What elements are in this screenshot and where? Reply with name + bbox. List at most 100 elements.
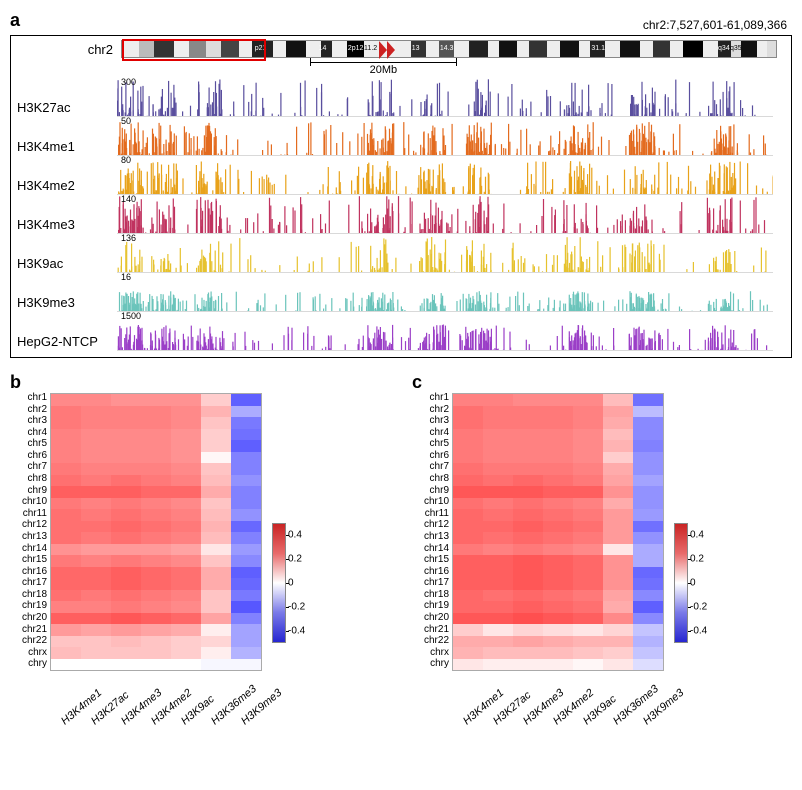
heatmap-cell	[603, 647, 633, 659]
track-row: H3K9me316	[17, 274, 785, 312]
heatmap-cell	[483, 624, 513, 636]
heatmap-cell	[111, 544, 141, 556]
heatmap-cell	[201, 647, 231, 659]
heatmap-cell	[633, 440, 663, 452]
heatmap-cell	[81, 636, 111, 648]
heatmap-cell	[51, 475, 81, 487]
heatmap-cell	[81, 509, 111, 521]
heatmap-cell	[81, 440, 111, 452]
heatmap-row-label: chr8	[412, 474, 449, 486]
heatmap-cell	[513, 601, 543, 613]
heatmap-cell	[453, 463, 483, 475]
heatmap-cell	[231, 659, 261, 671]
heatmap-col-label: H3K4me1	[59, 699, 90, 727]
panel-c-label: c	[412, 372, 792, 393]
heatmap-cell	[81, 417, 111, 429]
heatmap-cell	[141, 463, 171, 475]
ideogram-row: chr2 p21142p1211.21314.331.1q34q35	[17, 40, 785, 58]
panel-c: c chr1chr2chr3chr4chr5chr6chr7chr8chr9ch…	[412, 372, 792, 711]
scalebar: 20Mb	[121, 60, 785, 78]
heatmap-cell	[171, 486, 201, 498]
panel-b-label: b	[10, 372, 390, 393]
ideogram-band	[469, 41, 488, 57]
heatmap-cell	[453, 452, 483, 464]
heatmap-cell	[201, 567, 231, 579]
heatmap-cell	[51, 578, 81, 590]
track-ymax: 300	[121, 77, 136, 87]
heatmap-cell	[51, 498, 81, 510]
heatmap-cell	[453, 567, 483, 579]
track-ymax: 80	[121, 155, 131, 165]
heatmap-cell	[51, 555, 81, 567]
heatmap-cell	[633, 463, 663, 475]
heatmap-row-label: chr15	[10, 555, 47, 567]
heatmap-cell	[633, 659, 663, 671]
heatmap-cell	[603, 498, 633, 510]
heatmap-cell	[201, 636, 231, 648]
track-svg	[117, 79, 773, 117]
heatmap-cell	[453, 521, 483, 533]
heatmap-cell	[141, 659, 171, 671]
heatmap-cell	[633, 532, 663, 544]
heatmap-cell	[453, 486, 483, 498]
heatmap-cell	[201, 590, 231, 602]
heatmap-cell	[81, 647, 111, 659]
heatmap-cell	[573, 590, 603, 602]
heatmap-cell	[513, 440, 543, 452]
heatmap-cell	[543, 555, 573, 567]
ideogram-band	[579, 41, 590, 57]
heatmap-cell	[513, 532, 543, 544]
heatmap-cell	[453, 601, 483, 613]
heatmap-cell	[543, 567, 573, 579]
heatmap-cell	[81, 394, 111, 406]
heatmap-cell	[201, 429, 231, 441]
ideogram-band	[731, 41, 742, 57]
heatmap-cell	[81, 429, 111, 441]
ideogram-band	[321, 41, 332, 57]
heatmap-cell	[573, 406, 603, 418]
heatmap-cell	[513, 486, 543, 498]
heatmap-cell	[603, 509, 633, 521]
heatmap-row-label: chr22	[10, 636, 47, 648]
heatmap-cell	[573, 486, 603, 498]
track-row: H3K4me280	[17, 157, 785, 195]
heatmap-cell	[513, 394, 543, 406]
heatmap-cell	[633, 521, 663, 533]
heatmap-cell	[231, 555, 261, 567]
heatmap-cell	[81, 475, 111, 487]
heatmap-cell	[483, 521, 513, 533]
heatmap-cell	[111, 613, 141, 625]
heatmap-cell	[141, 452, 171, 464]
heatmap-cell	[171, 613, 201, 625]
ideogram-band	[306, 41, 321, 57]
track-svg	[117, 313, 773, 351]
heatmap-row-label: chr13	[412, 532, 449, 544]
heatmap-cell	[633, 406, 663, 418]
heatmap-cell	[111, 601, 141, 613]
heatmap-cell	[171, 578, 201, 590]
colorbar-gradient	[674, 523, 688, 643]
heatmap-cell	[81, 590, 111, 602]
heatmap-cell	[201, 613, 231, 625]
heatmap-b-collabels: H3K4me1H3K27acH3K4me3H3K4me2H3K9acH3K36m…	[52, 671, 390, 711]
heatmap-cell	[573, 394, 603, 406]
heatmap-cell	[171, 532, 201, 544]
heatmap-cell	[51, 440, 81, 452]
heatmap-cell	[171, 429, 201, 441]
tracks: H3K27ac300H3K4me150H3K4me280H3K4me3140H3…	[17, 79, 785, 351]
heatmap-cell	[231, 532, 261, 544]
heatmap-cell	[453, 647, 483, 659]
heatmap-cell	[141, 509, 171, 521]
heatmap-cell	[111, 636, 141, 648]
heatmap-cell	[111, 440, 141, 452]
heatmap-cell	[171, 601, 201, 613]
ideogram-band	[767, 41, 776, 57]
heatmap-cell	[513, 590, 543, 602]
heatmap-cell	[231, 406, 261, 418]
heatmap-cell	[111, 498, 141, 510]
heatmap-cell	[81, 544, 111, 556]
heatmap-cell	[111, 452, 141, 464]
heatmap-cell	[171, 521, 201, 533]
heatmap-cell	[141, 417, 171, 429]
heatmap-cell	[141, 394, 171, 406]
